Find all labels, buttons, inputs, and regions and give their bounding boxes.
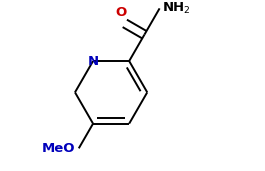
Text: N: N	[87, 55, 99, 68]
Text: NH$_2$: NH$_2$	[162, 1, 191, 16]
Text: O: O	[116, 5, 127, 18]
Text: MeO: MeO	[42, 142, 75, 155]
